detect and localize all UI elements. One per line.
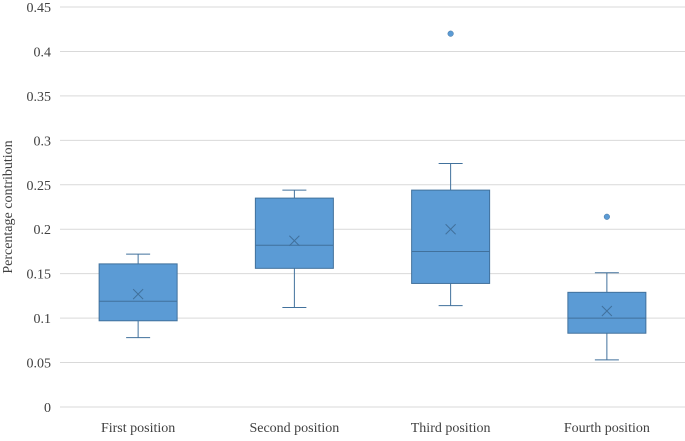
box-1	[98, 253, 178, 339]
y-tick-label: 0.35	[27, 90, 52, 105]
mean-marker	[132, 288, 144, 300]
gridlines	[60, 6, 685, 408]
y-tick-label: 0.45	[27, 1, 52, 16]
x-tick-label: First position	[101, 421, 175, 436]
boxes	[98, 30, 647, 361]
y-tick-label: 0.1	[34, 312, 52, 327]
y-axis-ticks: 0 0.05 0.1 0.15 0.2 0.25 0.3 0.35 0.4 0.45	[27, 1, 52, 416]
mean-marker	[601, 305, 613, 317]
y-axis-label: Percentage contribution	[1, 140, 16, 273]
mean-marker	[289, 235, 300, 247]
outlier-point	[603, 213, 610, 220]
y-tick-label: 0.25	[27, 179, 52, 194]
y-tick-label: 0	[44, 401, 51, 416]
y-tick-label: 0.3	[34, 134, 52, 149]
iqr-box	[98, 263, 178, 322]
box-4	[567, 213, 647, 361]
box-3	[411, 30, 491, 307]
x-axis-ticks: First position Second position Third posit…	[101, 421, 650, 436]
y-tick-label: 0.2	[34, 223, 52, 238]
iqr-box	[254, 197, 334, 269]
y-tick-label: 0.15	[27, 268, 52, 283]
iqr-box	[411, 189, 491, 284]
mean-marker	[445, 223, 456, 235]
iqr-box	[567, 291, 647, 334]
x-tick-label: Second position	[249, 421, 339, 436]
x-tick-label: Third position	[411, 421, 491, 436]
box-2	[254, 189, 334, 308]
y-tick-label: 0.05	[27, 357, 52, 372]
x-tick-label: Fourth position	[564, 421, 650, 436]
outlier-point	[447, 30, 454, 37]
y-tick-label: 0.4	[34, 45, 52, 60]
